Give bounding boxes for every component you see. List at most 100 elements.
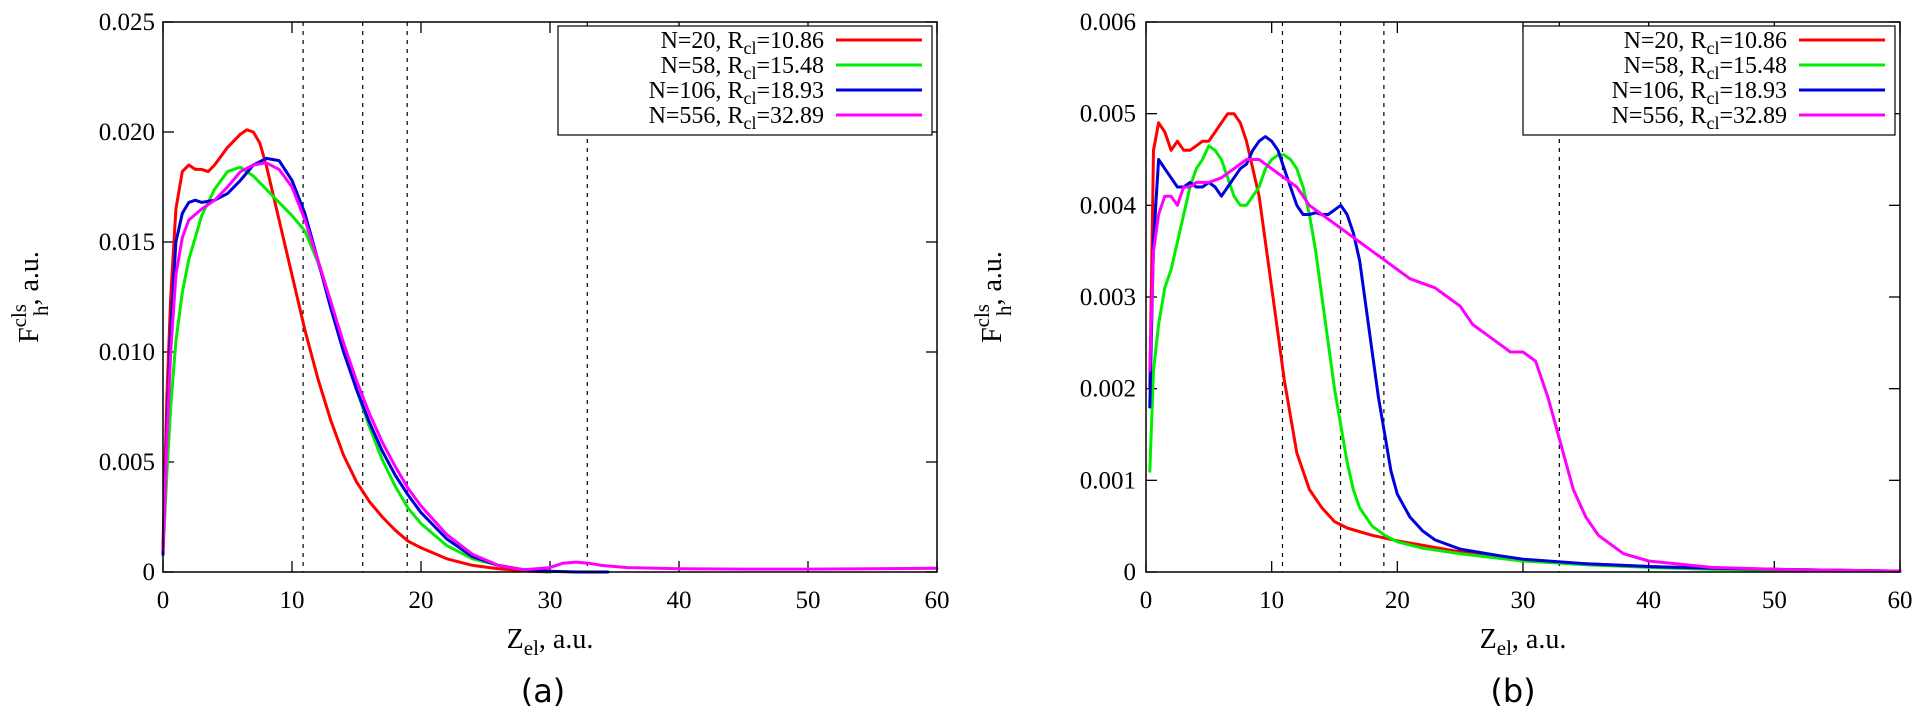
y-tick-label: 0.025 [99,9,155,36]
x-label-rest: , a.u. [1512,624,1566,655]
series-line-n-58 [1148,144,1902,573]
x-label-sub: el [524,636,539,660]
series-line-n-106 [1148,135,1902,573]
legend-label: N=20, Rcl=10.86 [661,28,824,58]
legend-label: N=556, Rcl=32.89 [1612,103,1787,133]
y-label-sub: h [992,305,1016,316]
panel-label: (a) [521,672,566,710]
x-tick-label: 20 [409,587,434,614]
x-axis-label: Zel, a.u. [507,624,594,660]
legend-name: N=556, [649,103,728,129]
legend-r-value: =32.89 [1719,103,1787,129]
plot-frame [162,21,938,573]
x-tick-label: 50 [1762,587,1787,614]
legend-label: N=556, Rcl=32.89 [649,103,824,133]
legend-name: N=106, [1612,78,1691,104]
y-axis-label: Fclsh, a.u. [7,251,53,343]
x-tick-label: 10 [280,587,305,614]
legend-label: N=106, Rcl=18.93 [1612,78,1787,108]
legend-label: N=20, Rcl=10.86 [1624,28,1787,58]
y-tick-label: 0.004 [1080,192,1137,219]
panel-label: (b) [1490,672,1535,710]
x-axis-label: Zel, a.u. [1480,624,1567,660]
legend-box [1522,25,1896,136]
x-tick-label: 60 [925,587,950,614]
y-label-main: F [14,327,45,343]
legend-r-value: =15.48 [756,53,824,79]
series-line-n-556 [161,161,939,572]
legend-r: R [1690,28,1706,54]
x-tick-label: 10 [1259,587,1284,614]
x-tick-label: 0 [1140,587,1153,614]
legend-name: N=58, [1624,53,1691,79]
x-label-rest: , a.u. [539,624,593,655]
legend-r-value: =18.93 [1719,78,1787,104]
legend-label: N=58, Rcl=15.48 [661,53,824,83]
y-axis-label: Fclsh, a.u. [970,251,1016,343]
y-tick-label: 0.015 [99,229,155,256]
y-tick-label: 0.002 [1080,376,1136,403]
y-label-rest: , a.u. [14,251,45,305]
legend-label: N=106, Rcl=18.93 [649,78,824,108]
y-label-sup: cls [970,304,994,327]
y-label-rest: , a.u. [977,251,1008,305]
legend-box [557,25,933,136]
legend-r-sub: cl [743,63,756,83]
legend-name: N=58, [661,53,728,79]
x-tick-label: 50 [796,587,821,614]
x-tick-label: 60 [1888,587,1913,614]
y-tick-label: 0.005 [99,449,155,476]
legend-r-sub: cl [1706,113,1719,133]
legend-r: R [727,53,743,79]
series-line-n-106 [161,156,610,574]
legend-r: R [727,28,743,54]
legend-name: N=20, [1624,28,1691,54]
x-tick-label: 30 [1511,587,1536,614]
x-tick-label: 0 [157,587,170,614]
series-line-n-20 [161,128,552,574]
legend-r: R [1690,103,1706,129]
x-label-main: Z [1480,624,1497,655]
y-tick-label: 0.006 [1080,9,1136,36]
legend-r-value: =18.93 [756,78,824,104]
y-label-sub: h [29,305,53,316]
legend-r: R [1690,53,1706,79]
series-line-n-556 [1148,158,1902,573]
chart-panel-a: 0 10 20 30 40 50 60 0 0.005 0.010 0.015 0.020 0.025 N… [7,9,950,710]
y-tick-label: 0.001 [1080,467,1136,494]
legend-r-sub: cl [1706,38,1719,58]
legend-label: N=58, Rcl=15.48 [1624,53,1787,83]
chart-panel-b: 0 10 20 30 40 50 60 0 0.001 0.002 0.003 0.004 0.005 0… [970,9,1913,710]
y-tick-label: 0.005 [1080,101,1136,128]
legend-r-value: =10.86 [1719,28,1787,54]
legend-r-value: =15.48 [1719,53,1787,79]
y-tick-label: 0 [143,559,156,586]
y-tick-label: 0.010 [99,339,155,366]
plot-frame [1145,21,1901,573]
legend-r: R [727,78,743,104]
legend-name: N=556, [1612,103,1691,129]
legend-name: N=106, [649,78,728,104]
x-label-sub: el [1497,636,1512,660]
x-tick-label: 30 [538,587,563,614]
y-tick-label: 0.003 [1080,284,1136,311]
legend-r-sub: cl [1706,63,1719,83]
series-line-n-20 [1148,112,1902,573]
y-label-sup: cls [7,304,31,327]
legend-r-value: =32.89 [756,103,824,129]
x-tick-label: 40 [1636,587,1661,614]
legend-name: N=20, [661,28,728,54]
legend-r-sub: cl [743,38,756,58]
legend-r-sub: cl [743,113,756,133]
legend-r-sub: cl [1706,88,1719,108]
legend-r: R [727,103,743,129]
y-tick-label: 0 [1124,559,1137,586]
legend-r-value: =10.86 [756,28,824,54]
legend-r-sub: cl [743,88,756,108]
y-label-main: F [977,327,1008,343]
y-tick-label: 0.020 [99,119,155,146]
x-label-main: Z [507,624,524,655]
x-tick-label: 20 [1385,587,1410,614]
